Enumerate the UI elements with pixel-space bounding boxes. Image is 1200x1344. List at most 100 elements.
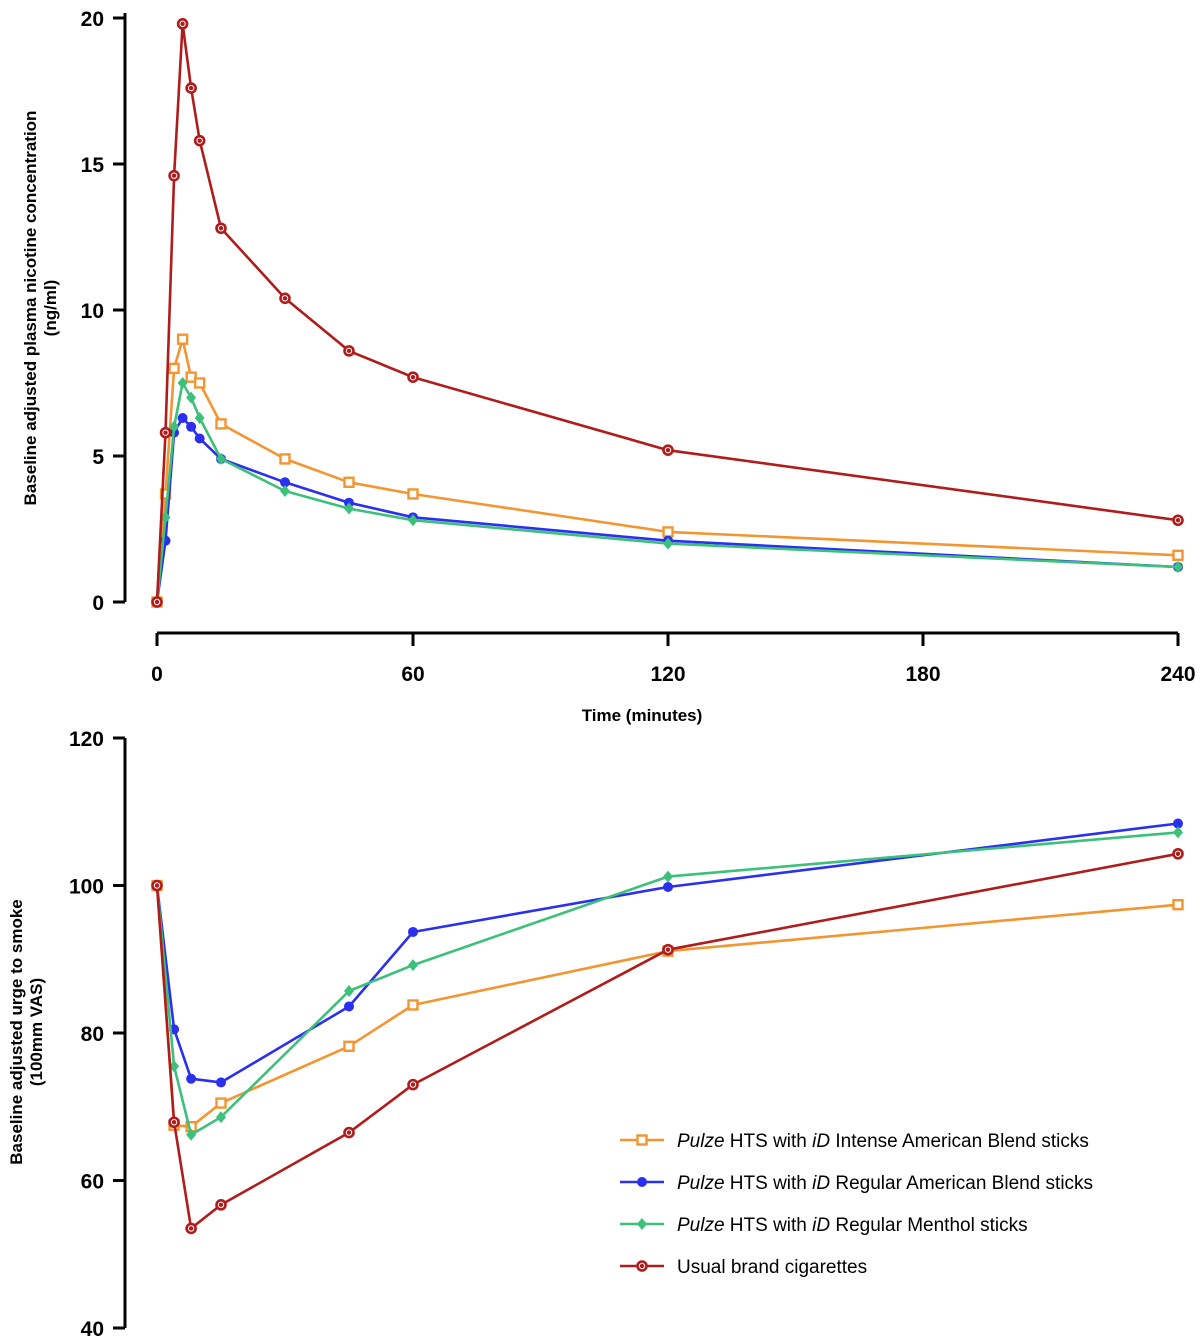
data-point-diamond [663, 870, 673, 883]
top-series-intense [151, 333, 1184, 608]
legend-label: Usual brand cigarettes [677, 1257, 867, 1278]
data-point-diamond [280, 485, 290, 498]
data-point-diamond [637, 1218, 647, 1230]
bottom-series-line-menthol [155, 831, 1179, 1137]
bottom-y-tick-label: 40 [81, 1318, 104, 1341]
top-series-line-intense [155, 337, 1179, 603]
legend-label-part: Pulze [677, 1131, 725, 1152]
top-series-cigarettes [151, 18, 1184, 608]
legend-label-part: Regular American Blend sticks [830, 1173, 1093, 1194]
data-point-diamond [216, 1111, 226, 1124]
data-point-open-square [662, 526, 674, 538]
legend-label-part: Intense American Blend sticks [830, 1131, 1089, 1152]
top-series-menthol [152, 377, 1183, 608]
data-point-diamond [169, 420, 180, 433]
data-point-open-square [215, 418, 227, 430]
data-point-center [188, 85, 194, 91]
data-point-open-square [407, 999, 419, 1011]
data-point-center [1175, 518, 1181, 523]
data-point-diamond [186, 1128, 197, 1141]
data-point-diamond [344, 502, 354, 515]
data-point-circle [186, 421, 197, 432]
bottom-y-tick-label: 100 [69, 876, 104, 899]
legend-label-part: Regular Menthol sticks [830, 1215, 1027, 1236]
data-point-open-square [168, 362, 180, 375]
data-point-open-square [215, 1097, 227, 1109]
data-point-center [171, 173, 177, 178]
data-point-center [218, 226, 224, 231]
data-point-open-square [343, 476, 355, 488]
legend-label-part: HTS with [725, 1131, 813, 1152]
data-point-open-square [193, 377, 206, 389]
bottom-y-axis-title-line1: Baseline adjusted urge to smoke [7, 899, 26, 1164]
legend-label-part: iD [812, 1131, 830, 1152]
data-point-diamond [344, 984, 354, 997]
legend-label: Pulze HTS with iD Regular Menthol sticks [677, 1215, 1028, 1236]
data-point-circle [408, 926, 418, 937]
legend-item-regular: Pulze HTS with iD Regular American Blend… [620, 1173, 1093, 1194]
data-point-circle [177, 413, 188, 424]
legend-label-part: HTS with [725, 1173, 813, 1194]
data-point-center [1175, 851, 1181, 856]
legend-item-menthol: Pulze HTS with iD Regular Menthol sticks [620, 1215, 1028, 1236]
top-y-axis-title-line1: Baseline adjusted plasma nicotine concen… [21, 111, 40, 506]
data-point-center [188, 1226, 194, 1231]
data-point-circle [280, 477, 290, 488]
top-y-tick-label: 5 [92, 446, 104, 469]
data-point-open-square [407, 488, 419, 500]
data-point-center [282, 296, 288, 301]
data-point-circle [344, 1001, 354, 1012]
data-point-diamond [1173, 560, 1183, 573]
data-point-center [154, 883, 160, 888]
data-point-diamond [408, 959, 418, 972]
bottom-panel: 40 60 80 100 120 Baseline adjusted urge to s… [7, 728, 1184, 1341]
legend-item-cigarettes: Usual brand cigarettes [620, 1257, 867, 1278]
data-point-center [346, 1130, 352, 1135]
bottom-series-line-cigarettes [155, 852, 1179, 1230]
top-panel: 0 5 10 15 20 0 60 120 180 240 Time (minutes) Bas… [21, 8, 1196, 725]
top-y-tick-label: 0 [92, 592, 104, 615]
data-point-open-square [176, 333, 189, 345]
data-point-center [665, 447, 671, 453]
legend-label-part: Usual brand cigarettes [677, 1257, 867, 1278]
legend-label-part: Pulze [677, 1173, 725, 1194]
top-series-line-cigarettes [155, 22, 1179, 603]
data-point-diamond [663, 537, 673, 550]
top-x-tick-label: 120 [650, 663, 685, 686]
data-point-circle [663, 881, 673, 892]
data-point-diamond [186, 391, 197, 404]
data-point-center [410, 1082, 416, 1087]
top-y-tick-label: 10 [81, 300, 104, 323]
data-point-circle [216, 1077, 226, 1088]
bottom-y-tick-label: 60 [81, 1171, 104, 1194]
bottom-series-line-intense [155, 885, 1179, 1128]
data-point-open-square [636, 1134, 648, 1146]
data-point-circle [194, 433, 205, 444]
data-point-open-square [279, 453, 291, 465]
data-point-diamond [194, 412, 205, 425]
data-point-center [665, 947, 671, 952]
data-point-center [410, 374, 416, 380]
data-point-diamond [408, 514, 418, 527]
top-y-axis-title-line2: (ng/ml) [41, 280, 60, 337]
top-series-regular [152, 413, 1183, 607]
legend-label-part: Pulze [677, 1215, 725, 1236]
bottom-series-intense [151, 879, 1184, 1133]
bottom-series-line-regular [155, 822, 1179, 1084]
data-point-center [154, 599, 160, 605]
top-x-tick-label: 240 [1160, 663, 1195, 686]
top-x-axis-title: Time (minutes) [582, 706, 703, 725]
data-point-open-square [1172, 549, 1184, 561]
legend: Pulze HTS with iD Intense American Blend… [620, 1131, 1093, 1278]
data-point-circle [1173, 818, 1183, 829]
bottom-series-menthol [152, 826, 1183, 1141]
legend-label: Pulze HTS with iD Regular American Blend… [677, 1173, 1093, 1194]
top-x-tick-label: 180 [905, 663, 940, 686]
data-point-center [639, 1263, 645, 1269]
data-point-open-square [1172, 898, 1184, 911]
data-point-center [180, 21, 185, 27]
data-point-center [197, 138, 202, 143]
data-point-circle [186, 1073, 197, 1084]
bottom-y-tick-label: 120 [69, 728, 104, 751]
